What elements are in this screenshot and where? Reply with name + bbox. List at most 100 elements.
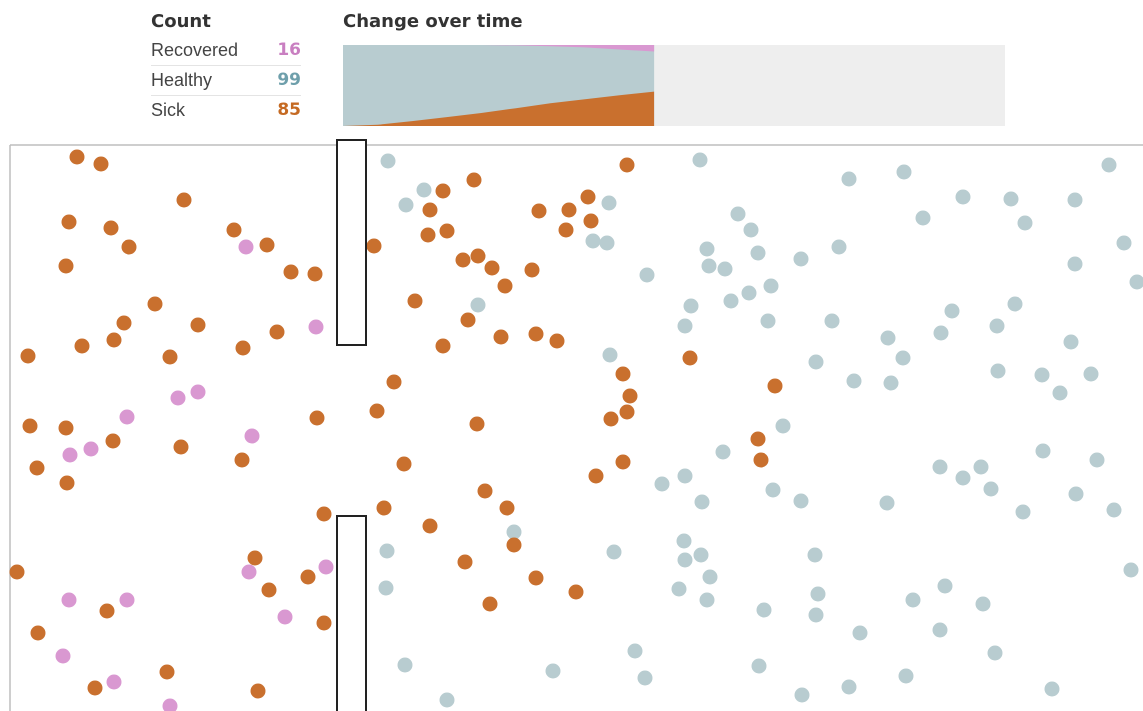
dot-healthy [699,592,715,608]
dot-healthy [880,330,896,346]
dot-healthy [676,533,692,549]
dot-healthy [1017,215,1033,231]
dot-sick [147,296,163,312]
dot-sick [622,388,638,404]
dot-sick [603,411,619,427]
dot-healthy [699,241,715,257]
dot-sick [300,569,316,585]
dot-healthy [379,543,395,559]
dot-sick [307,266,323,282]
dot-sick [9,564,25,580]
dot-healthy [841,171,857,187]
dot-sick [30,625,46,641]
dot-recovered [162,698,178,711]
dot-sick [116,315,132,331]
dot-sick [316,615,332,631]
legend-value-healthy: 99 [277,70,301,90]
dot-sick [506,537,522,553]
dot-healthy [470,297,486,313]
dot-healthy [1083,366,1099,382]
dot-sick [531,203,547,219]
legend-row-healthy: Healthy 99 [151,66,301,96]
dot-recovered [61,592,77,608]
dot-healthy [1044,681,1060,697]
dot-healthy [750,245,766,261]
dot-healthy [846,373,862,389]
dot-healthy [807,547,823,563]
dot-healthy [975,596,991,612]
dot-sick [103,220,119,236]
dot-sick [235,340,251,356]
dot-sick [22,418,38,434]
dot-sick [435,338,451,354]
dot-healthy [439,692,455,708]
dot-healthy [756,602,772,618]
dot-recovered [83,441,99,457]
dot-sick [767,378,783,394]
dot-healthy [397,657,413,673]
dot-healthy [1068,486,1084,502]
dot-sick [580,189,596,205]
dot-sick [422,518,438,534]
dot-healthy [1067,192,1083,208]
dot-healthy [677,318,693,334]
dot-healthy [933,325,949,341]
dot-healthy [701,258,717,274]
dot-healthy [1089,452,1105,468]
dot-sick [469,416,485,432]
dots-layer [9,149,1143,711]
dot-recovered [318,559,334,575]
legend-value-sick: 85 [277,100,301,120]
dot-sick [619,404,635,420]
dot-recovered [244,428,260,444]
dot-healthy [398,197,414,213]
dot-sick [105,433,121,449]
dot-healthy [973,459,989,475]
dot-healthy [585,233,601,249]
dot-healthy [506,524,522,540]
dot-healthy [1007,296,1023,312]
dot-healthy [378,580,394,596]
dot-healthy [671,581,687,597]
dot-healthy [852,625,868,641]
dot-sick [58,258,74,274]
dot-healthy [989,318,1005,334]
dot-sick [466,172,482,188]
dot-healthy [763,278,779,294]
dot-healthy [898,668,914,684]
dot-sick [159,664,175,680]
dot-healthy [987,645,1003,661]
dot-recovered [238,239,254,255]
dot-healthy [730,206,746,222]
dot-sick [226,222,242,238]
dot-healthy [723,293,739,309]
dot-sick [753,452,769,468]
dot-healthy [639,267,655,283]
dot-sick [549,333,565,349]
dot-healthy [545,663,561,679]
dot-healthy [599,235,615,251]
legend-label-sick: Sick [151,100,186,120]
dot-sick [493,329,509,345]
dot-healthy [693,547,709,563]
dot-healthy [793,251,809,267]
dot-sick [247,550,263,566]
dot-sick [176,192,192,208]
dot-healthy [1035,443,1051,459]
dot-healthy [1015,504,1031,520]
dot-healthy [808,354,824,370]
dot-sick [93,156,109,172]
dot-healthy [637,670,653,686]
dot-sick [407,293,423,309]
dot-healthy [895,350,911,366]
dot-recovered [62,447,78,463]
dot-sick [396,456,412,472]
dot-healthy [793,493,809,509]
dot-recovered [119,592,135,608]
dot-sick [20,348,36,364]
dot-sick [420,227,436,243]
dot-healthy [416,182,432,198]
dot-healthy [765,482,781,498]
dot-healthy [915,210,931,226]
dot-healthy [810,586,826,602]
